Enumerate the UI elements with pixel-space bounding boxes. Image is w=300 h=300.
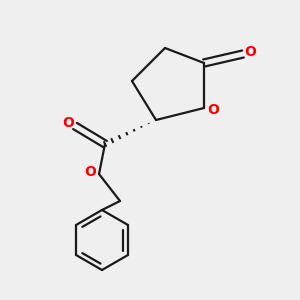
Text: O: O	[62, 116, 74, 130]
Text: O: O	[244, 45, 256, 58]
Text: O: O	[207, 103, 219, 116]
Text: O: O	[85, 166, 97, 179]
